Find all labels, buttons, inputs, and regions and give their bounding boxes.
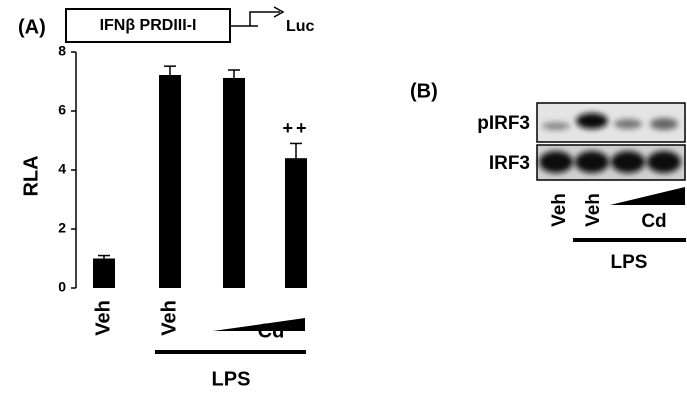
group-label: LPS	[212, 368, 251, 390]
y-tick-label: 0	[58, 279, 66, 295]
lane-label: Veh	[583, 193, 604, 227]
y-tick-label: 2	[58, 220, 66, 236]
y-axis-label: RLA	[20, 155, 42, 196]
promoter-arrow	[230, 11, 280, 27]
bar	[223, 77, 245, 289]
y-tick-label: 8	[58, 43, 66, 59]
construct-box	[65, 8, 231, 43]
group-label: LPS	[611, 252, 648, 273]
bar	[93, 258, 115, 288]
x-tick-label: Veh	[92, 300, 114, 336]
blot-bands	[539, 113, 681, 173]
dose-wedge	[213, 318, 305, 331]
bar	[159, 75, 181, 288]
construct-label: IFNβ PRDIII-I	[100, 17, 197, 34]
bar	[285, 158, 307, 288]
dose-label: Cd	[641, 211, 666, 232]
row-label: pIRF3	[477, 113, 530, 134]
dose-label: Cd	[258, 320, 285, 342]
annotation: ++	[282, 118, 309, 138]
lane-label: Veh	[549, 193, 570, 227]
arrow-head	[273, 6, 285, 18]
y-tick-label: 6	[58, 102, 66, 118]
row-label: IRF3	[489, 153, 530, 174]
panel-label: (A)	[18, 16, 46, 38]
reporter-label: Luc	[286, 18, 315, 35]
panel-label: (B)	[410, 80, 438, 102]
x-tick-label: Veh	[158, 300, 180, 336]
y-tick-label: 4	[58, 161, 66, 177]
dose-wedge	[610, 187, 685, 205]
